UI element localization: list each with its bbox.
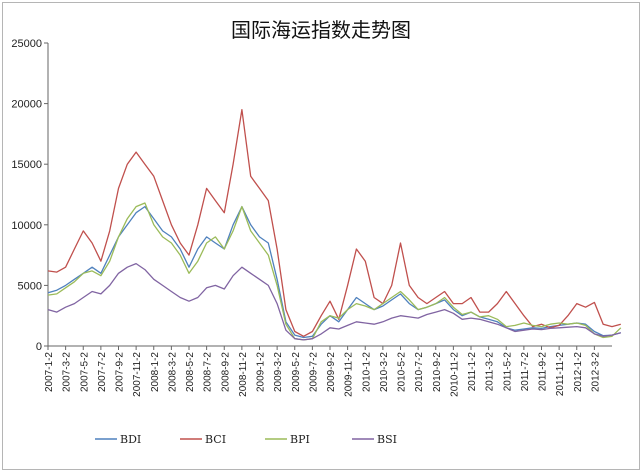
- series-line-bpi: [47, 202, 622, 341]
- x-tick-label: 2010-11-2: [449, 352, 460, 397]
- x-tick-label: 2011-3-2: [485, 352, 496, 392]
- x-tick-label: 2008-5-2: [185, 352, 196, 392]
- series-line-bsi: [47, 262, 621, 341]
- y-tick-label: 25000: [11, 38, 42, 50]
- x-tick-label: 2007-7-2: [97, 352, 108, 392]
- x-tick-label: 2007-9-2: [115, 352, 126, 392]
- x-tick-label: 2010-7-2: [414, 352, 425, 392]
- x-tick-label: 2011-1-2: [467, 352, 478, 392]
- y-tick-label: 20000: [11, 99, 42, 111]
- x-tick-label: 2007-11-2: [132, 352, 143, 397]
- x-tick-label: 2008-9-2: [220, 352, 231, 392]
- legend-label: BCI: [205, 433, 226, 446]
- x-tick-label: 2011-11-2: [555, 352, 566, 397]
- x-tick-label: 2009-11-2: [344, 352, 355, 397]
- legend-item-bsi: BSI: [352, 433, 397, 446]
- x-tick-label: 2009-9-2: [326, 352, 337, 392]
- x-tick-label: 2011-9-2: [538, 352, 549, 392]
- x-tick-label: 2010-1-2: [361, 352, 372, 392]
- x-tick-label: 2011-7-2: [520, 352, 531, 392]
- legend-item-bci: BCI: [180, 433, 226, 446]
- legend: BDI BCI BPI BSI: [95, 433, 397, 446]
- y-tick-label: 0: [36, 341, 42, 353]
- series-line-bdi: [47, 205, 621, 339]
- x-tick-label: 2007-5-2: [79, 352, 90, 392]
- x-tick-label: 2010-3-2: [379, 352, 390, 392]
- y-tick-label: 10000: [11, 220, 42, 232]
- legend-label: BSI: [377, 433, 397, 446]
- x-tick-label: 2008-11-2: [238, 352, 249, 397]
- x-tick-label: 2009-5-2: [291, 352, 302, 392]
- x-tick-label: 2011-5-2: [502, 352, 513, 392]
- x-tick-label: 2007-3-2: [62, 352, 73, 392]
- x-tick-label: 2008-3-2: [167, 352, 178, 392]
- x-tick-label: 2008-1-2: [150, 352, 161, 392]
- x-tick-label: 2008-7-2: [203, 352, 214, 392]
- x-tick-label: 2012-3-2: [590, 352, 601, 392]
- series-lines: [47, 109, 622, 341]
- legend-item-bdi: BDI: [95, 433, 141, 446]
- x-tick-label: 2009-1-2: [256, 352, 267, 392]
- x-tick-label: 2010-5-2: [397, 352, 408, 392]
- legend-item-bpi: BPI: [265, 433, 310, 446]
- x-tick-label: 2012-1-2: [573, 352, 584, 392]
- legend-label: BPI: [290, 433, 310, 446]
- chart-title: 国际海运指数走势图: [231, 18, 411, 42]
- axes: 0 5000 10000 15000 20000 25000 2007-1-2 2007-3-…: [11, 38, 612, 397]
- x-tick-label: 2009-7-2: [308, 352, 319, 392]
- x-tick-label: 2009-3-2: [273, 352, 284, 392]
- y-tick-label: 5000: [18, 280, 42, 292]
- x-tick-label: 2010-9-2: [432, 352, 443, 392]
- series-line-bci: [47, 109, 621, 337]
- y-tick-label: 15000: [11, 159, 42, 171]
- x-tick-label: 2007-1-2: [44, 352, 55, 392]
- legend-label: BDI: [120, 433, 141, 446]
